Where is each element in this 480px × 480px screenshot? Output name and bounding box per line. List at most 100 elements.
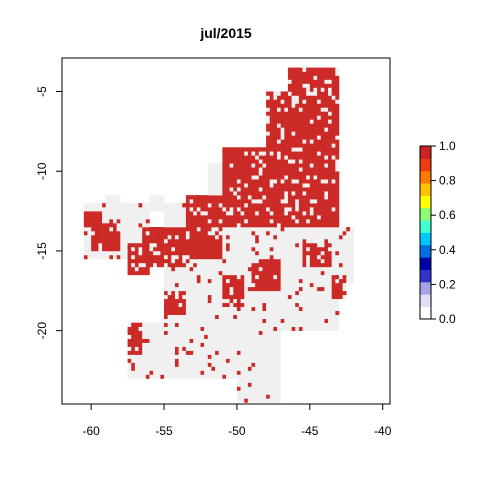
heatmap-cell bbox=[128, 351, 132, 355]
heatmap-cell bbox=[171, 319, 175, 323]
heatmap-cell bbox=[139, 219, 143, 223]
heatmap-cell bbox=[230, 339, 234, 343]
heatmap-cell bbox=[252, 163, 256, 167]
heatmap-cell bbox=[139, 355, 143, 359]
heatmap-cell bbox=[339, 255, 343, 259]
heatmap-cell bbox=[164, 207, 168, 211]
heatmap-cell bbox=[241, 179, 245, 183]
heatmap-cell bbox=[299, 259, 303, 263]
heatmap-cell bbox=[128, 375, 132, 379]
heatmap-cell bbox=[215, 203, 219, 207]
heatmap-cell bbox=[211, 183, 215, 187]
heatmap-cell bbox=[255, 382, 259, 386]
heatmap-cell bbox=[266, 303, 270, 307]
heatmap-cell bbox=[226, 299, 230, 303]
heatmap-cell bbox=[237, 259, 241, 263]
heatmap-cell bbox=[299, 251, 303, 255]
heatmap-cell bbox=[259, 375, 263, 379]
heatmap-cell bbox=[252, 251, 256, 255]
heatmap-cell bbox=[128, 359, 132, 363]
heatmap-cell bbox=[303, 163, 307, 167]
heatmap-cell bbox=[299, 151, 303, 155]
heatmap-cell bbox=[153, 371, 157, 375]
heatmap-cell bbox=[186, 195, 190, 199]
heatmap-cell bbox=[335, 163, 339, 167]
heatmap-cell bbox=[186, 227, 190, 231]
heatmap-cell bbox=[208, 271, 212, 275]
heatmap-cell bbox=[262, 239, 266, 243]
heatmap-cell bbox=[139, 363, 143, 367]
heatmap-cell bbox=[328, 283, 332, 287]
heatmap-cell bbox=[200, 319, 204, 323]
heatmap-cell bbox=[303, 76, 307, 80]
heatmap-cell bbox=[237, 271, 241, 275]
heatmap-cell bbox=[266, 351, 270, 355]
heatmap-cell bbox=[190, 315, 194, 319]
heatmap-cell bbox=[306, 135, 310, 139]
heatmap-cell bbox=[255, 263, 259, 267]
heatmap-cell bbox=[335, 143, 339, 147]
heatmap-cell bbox=[179, 343, 183, 347]
heatmap-cell bbox=[303, 287, 307, 291]
heatmap-cell bbox=[222, 283, 226, 287]
heatmap-cell bbox=[153, 235, 157, 239]
heatmap-cell bbox=[157, 251, 161, 255]
heatmap-cell bbox=[175, 287, 179, 291]
heatmap-cell bbox=[244, 398, 248, 402]
heatmap-cell bbox=[146, 359, 150, 363]
heatmap-cell bbox=[313, 68, 317, 72]
heatmap-cell bbox=[317, 295, 321, 299]
heatmap-cell bbox=[113, 235, 117, 239]
heatmap-cell bbox=[306, 175, 310, 179]
heatmap-cell bbox=[259, 359, 263, 363]
heatmap-cell bbox=[284, 279, 288, 283]
heatmap-cell bbox=[109, 227, 113, 231]
heatmap-cell bbox=[262, 283, 266, 287]
heatmap-cell bbox=[197, 371, 201, 375]
heatmap-cell bbox=[106, 195, 110, 199]
heatmap-cell bbox=[281, 247, 285, 251]
heatmap-cell bbox=[222, 239, 226, 243]
heatmap-cell bbox=[262, 203, 266, 207]
heatmap-cell bbox=[270, 131, 274, 135]
heatmap-cell bbox=[186, 211, 190, 215]
heatmap-cell bbox=[204, 335, 208, 339]
heatmap-cell bbox=[200, 223, 204, 227]
heatmap-cell bbox=[197, 291, 201, 295]
heatmap-cell bbox=[262, 351, 266, 355]
heatmap-cell bbox=[266, 255, 270, 259]
heatmap-cell bbox=[328, 271, 332, 275]
heatmap-cell bbox=[339, 247, 343, 251]
heatmap-cell bbox=[270, 171, 274, 175]
heatmap-cell bbox=[244, 227, 248, 231]
heatmap-cell bbox=[255, 215, 259, 219]
heatmap-cell bbox=[324, 155, 328, 159]
heatmap-cell bbox=[230, 251, 234, 255]
heatmap-cell bbox=[182, 259, 186, 263]
heatmap-cell bbox=[204, 355, 208, 359]
heatmap-cell bbox=[266, 183, 270, 187]
heatmap-cell bbox=[200, 315, 204, 319]
heatmap-cell bbox=[310, 111, 314, 115]
heatmap-cell bbox=[252, 375, 256, 379]
heatmap-cell bbox=[252, 215, 256, 219]
heatmap-cell bbox=[244, 215, 248, 219]
heatmap-cell bbox=[244, 267, 248, 271]
heatmap-cell bbox=[208, 323, 212, 327]
heatmap-cell bbox=[149, 347, 153, 351]
heatmap-cell bbox=[146, 251, 150, 255]
heatmap-cell bbox=[149, 239, 153, 243]
heatmap-cell bbox=[120, 207, 124, 211]
heatmap-cell bbox=[139, 347, 143, 351]
heatmap-cell bbox=[252, 191, 256, 195]
heatmap-cell bbox=[288, 80, 292, 84]
heatmap-cell bbox=[306, 247, 310, 251]
heatmap-cell bbox=[266, 275, 270, 279]
heatmap-cell bbox=[303, 207, 307, 211]
heatmap-cell bbox=[135, 359, 139, 363]
heatmap-cell bbox=[215, 179, 219, 183]
heatmap-cell bbox=[222, 351, 226, 355]
heatmap-cell bbox=[241, 307, 245, 311]
heatmap-cell bbox=[222, 271, 226, 275]
heatmap-cell bbox=[328, 119, 332, 123]
